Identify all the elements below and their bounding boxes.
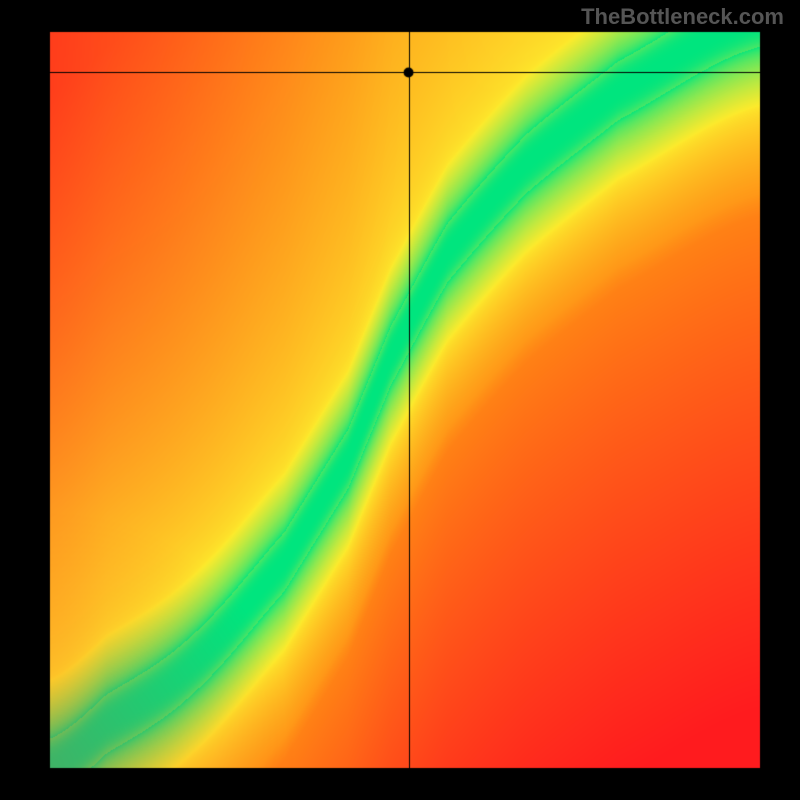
bottleneck-heatmap bbox=[0, 0, 800, 800]
watermark-text: TheBottleneck.com bbox=[581, 4, 784, 30]
